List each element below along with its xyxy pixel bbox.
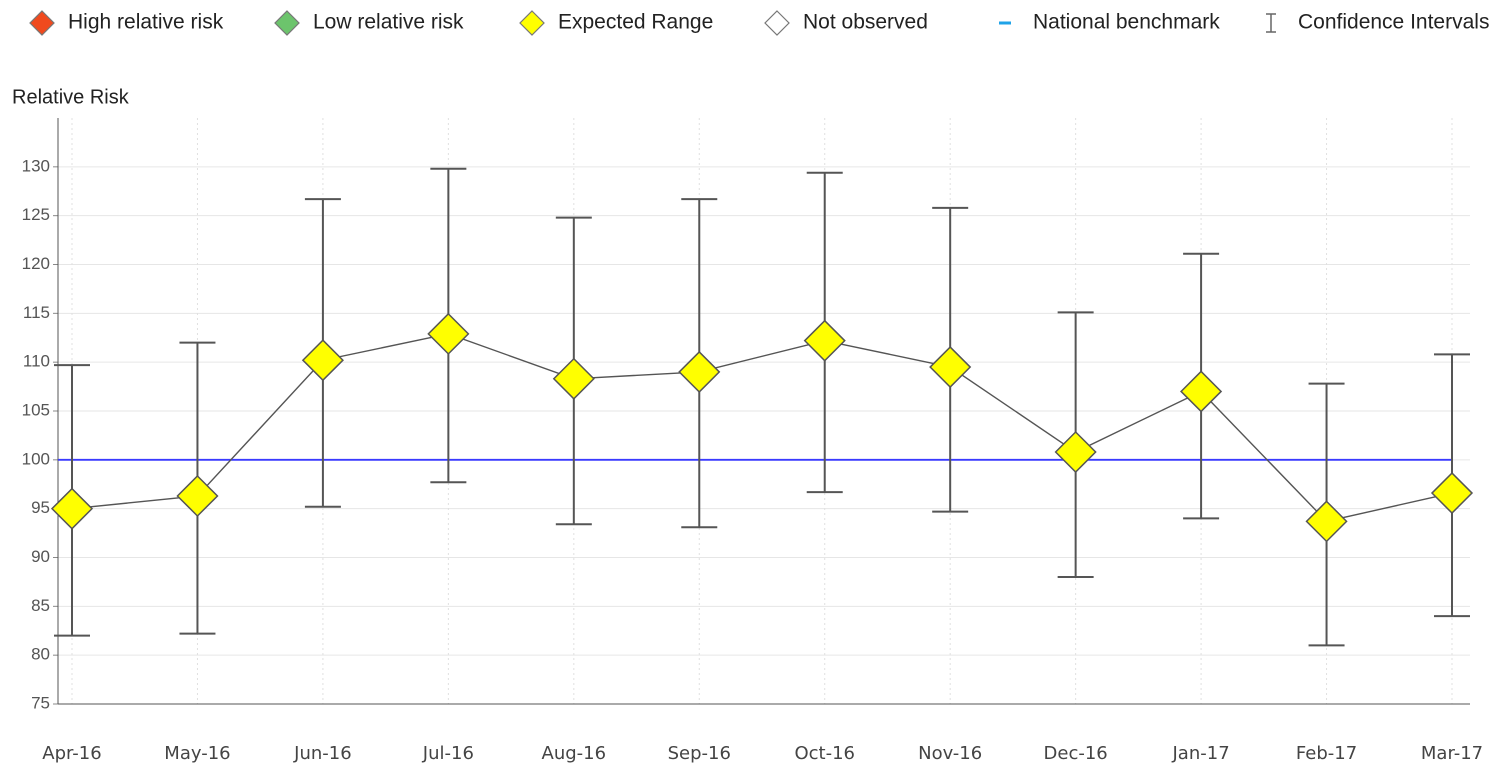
data-point bbox=[301, 339, 344, 382]
y-tick-label: 130 bbox=[22, 156, 50, 175]
legend-marker bbox=[1266, 13, 1276, 33]
legend-label: Low relative risk bbox=[313, 11, 464, 34]
data-point bbox=[803, 319, 846, 362]
x-tick-label: May-16 bbox=[164, 743, 230, 764]
y-tick-label: 105 bbox=[22, 400, 50, 419]
y-tick-label: 95 bbox=[31, 498, 50, 517]
legend-label: Expected Range bbox=[558, 11, 713, 34]
legend-label: Not observed bbox=[803, 11, 928, 34]
legend-marker bbox=[519, 10, 545, 36]
x-tick-label: Apr-16 bbox=[42, 743, 101, 764]
data-point bbox=[1305, 500, 1348, 543]
x-tick-label: Nov-16 bbox=[918, 743, 982, 764]
data-point bbox=[929, 345, 972, 389]
x-tick-label: Aug-16 bbox=[542, 743, 607, 764]
y-tick-label: 80 bbox=[31, 645, 50, 664]
data-point bbox=[176, 474, 219, 518]
y-axis-label: Relative Risk bbox=[12, 86, 130, 108]
series-line bbox=[71, 333, 1453, 523]
y-tick-label: 85 bbox=[31, 596, 50, 615]
data-point bbox=[552, 357, 595, 400]
x-tick-label: Sep-16 bbox=[668, 743, 731, 764]
legend-marker bbox=[274, 10, 300, 36]
x-tick-label: Jun-16 bbox=[293, 743, 352, 764]
y-tick-label: 110 bbox=[23, 352, 50, 371]
y-tick-label: 75 bbox=[31, 693, 50, 712]
y-tick-label: 100 bbox=[22, 449, 50, 468]
x-tick-label: Dec-16 bbox=[1044, 743, 1108, 764]
data-point bbox=[1054, 430, 1097, 474]
data-point bbox=[1180, 370, 1223, 413]
x-tick-label: Jan-17 bbox=[1172, 743, 1230, 764]
x-tick-label: Jul-16 bbox=[422, 743, 474, 764]
data-point bbox=[427, 312, 470, 355]
x-tick-label: Mar-17 bbox=[1421, 743, 1483, 764]
legend-marker bbox=[764, 10, 790, 36]
x-tick-label: Feb-17 bbox=[1296, 743, 1357, 764]
y-tick-label: 120 bbox=[22, 254, 50, 273]
legend-label: National benchmark bbox=[1033, 11, 1220, 34]
y-tick-label: 125 bbox=[22, 205, 50, 224]
legend-label: High relative risk bbox=[68, 11, 224, 34]
y-tick-label: 90 bbox=[31, 547, 50, 566]
data-point bbox=[1430, 471, 1474, 515]
legend-label: Confidence Intervals bbox=[1298, 11, 1489, 34]
x-tick-label: Oct-16 bbox=[794, 743, 855, 764]
data-point bbox=[50, 487, 94, 530]
legend-marker bbox=[29, 10, 55, 36]
y-tick-label: 115 bbox=[23, 303, 50, 322]
data-point bbox=[678, 350, 721, 393]
